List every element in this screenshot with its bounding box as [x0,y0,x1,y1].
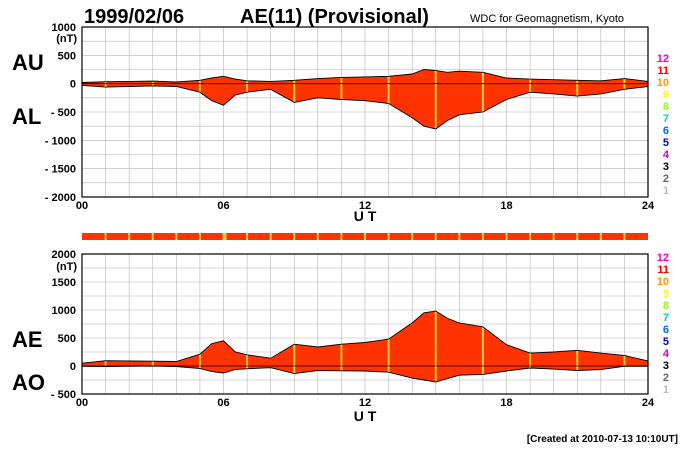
source-label: WDC for Geomagnetism, Kyoto [470,13,624,25]
station-count-label: 1 [663,384,669,396]
chart-title: AE(11) (Provisional) [240,6,429,28]
au-al-xlabel: U T [354,208,377,224]
series-line-au [81,69,649,83]
station-count-label: 2 [663,372,669,384]
plot-frame [81,253,649,395]
coverage-hour-marker [269,233,272,240]
station-count-label: 3 [663,161,669,173]
ae-ao-xlabel: U T [354,408,377,424]
coverage-hour-marker [104,233,107,240]
station-count-label: 2 [663,173,669,185]
y-tick-label: - 1000 [45,135,76,147]
station-count-label: 6 [663,324,669,336]
coverage-hour-marker [623,233,626,240]
au-al-unit: (nT) [56,33,77,45]
y-tick-label: 2000 [52,249,76,261]
au-label: AU [12,50,44,75]
station-count-label: 8 [663,300,669,312]
ae-ao-unit: (nT) [56,261,77,273]
coverage-hour-marker [576,233,579,240]
y-tick-label: - 1500 [45,164,76,176]
series-line-ao [81,365,648,383]
coverage-hour-marker [552,233,555,240]
coverage-hour-marker [316,233,319,240]
station-count-label: 10 [657,276,669,288]
coverage-hour-marker [198,233,201,240]
coverage-hour-marker [293,233,296,240]
y-tick-label: 1000 [52,305,76,317]
coverage-bar [82,233,648,240]
y-tick-label: 1000 [52,22,76,34]
x-tick-label: 24 [642,397,655,409]
x-tick-label: 12 [359,200,371,212]
coverage-hour-marker [599,233,602,240]
x-tick-label: 00 [76,397,88,409]
coverage-hour-marker [175,233,178,240]
series-line-al [81,84,649,130]
series-area-au-al [82,69,648,129]
station-count-label: 12 [657,53,669,65]
coverage-hour-marker [411,233,414,240]
coverage-hour-marker [458,233,461,240]
x-tick-label: 06 [217,397,229,409]
coverage-hour-marker [529,233,532,240]
station-count-label: 7 [663,113,669,125]
x-tick-label: 12 [359,397,371,409]
ao-label: AO [12,370,45,395]
x-tick-label: 24 [642,200,655,212]
station-count-label: 7 [663,312,669,324]
station-count-label: 10 [657,77,669,89]
series-area-ae-ao [82,311,648,382]
x-tick-label: 00 [76,200,88,212]
coverage-hour-marker [481,233,484,240]
x-tick-label: 18 [500,397,512,409]
y-tick-label: 500 [58,50,76,62]
coverage-hour-marker [364,233,366,240]
station-count-label: 5 [663,137,669,149]
y-tick-label: - 2000 [45,192,76,204]
coverage-hour-marker [434,233,437,240]
coverage-hour-marker [128,233,131,240]
station-count-label: 4 [663,348,670,360]
x-tick-label: 18 [500,200,512,212]
station-count-label: 8 [663,101,669,113]
y-tick-label: 0 [70,79,76,91]
station-count-label: 9 [663,89,669,101]
station-count-label: 6 [663,125,669,137]
plot-frame [81,26,649,198]
station-count-label: 11 [657,264,669,276]
station-count-label: 12 [657,252,669,264]
date-label: 1999/02/06 [84,6,184,28]
station-count-label: 11 [657,65,669,77]
coverage-hour-marker [340,233,343,240]
y-tick-label: 0 [70,361,76,373]
x-tick-label: 06 [217,200,229,212]
y-tick-label: 1500 [52,277,76,289]
coverage-hour-marker [246,233,249,240]
y-tick-label: 500 [58,333,76,345]
station-count-label: 4 [663,149,670,161]
coverage-hour-marker [505,233,508,240]
al-label: AL [12,104,41,129]
station-count-label: 9 [663,288,669,300]
created-label: [Created at 2010-07-13 10:10UT] [527,434,678,445]
coverage-hour-marker [151,233,154,240]
station-count-label: 3 [663,360,669,372]
ae-label: AE [12,327,43,352]
y-tick-label: - 500 [51,389,76,401]
station-count-label: 5 [663,336,669,348]
series-line-ae [81,310,649,364]
station-count-label: 1 [663,185,669,197]
y-tick-label: - 500 [51,107,76,119]
coverage-hour-marker [387,233,390,240]
coverage-hour-marker [222,233,227,240]
